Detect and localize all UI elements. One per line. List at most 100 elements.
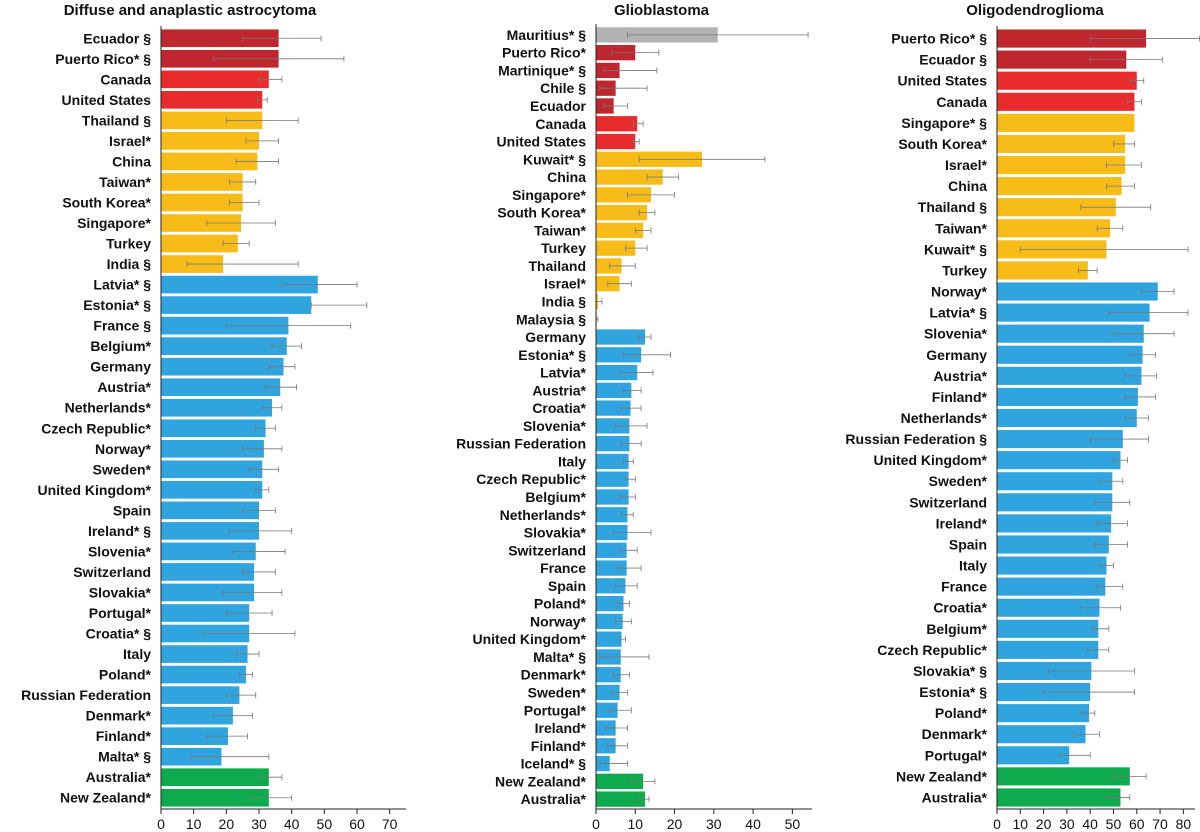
astrocytoma-bar (161, 91, 263, 109)
oligodendroglioma-bar (997, 430, 1123, 449)
glioblastoma-x-tick-label: 0 (592, 816, 600, 832)
glioblastoma-category-label: Estonia* § (518, 347, 586, 363)
astrocytoma-category-label: Latvia* § (93, 277, 151, 293)
astrocytoma-category-label: Finland* (96, 728, 152, 744)
astrocytoma-panel: Diffuse and anaplastic astrocytoma Ecuad… (21, 2, 406, 832)
oligodendroglioma-panel: Oligodendroglioma Puerto Rico* § Ecuador … (845, 2, 1200, 832)
oligodendroglioma-category-label: United Kingdom* (873, 452, 987, 468)
astrocytoma-bar (161, 481, 263, 499)
oligodendroglioma-category-label: Portugal* (925, 747, 988, 763)
oligodendroglioma-bar (997, 556, 1107, 575)
glioblastoma-x-tick-label: 40 (745, 816, 761, 832)
astrocytoma-bar (161, 563, 255, 581)
oligodendroglioma-category-label: Slovenia* (924, 326, 988, 342)
astrocytoma-x-tick-label: 40 (284, 816, 300, 832)
glioblastoma-x-tick-label: 20 (667, 816, 683, 832)
oligodendroglioma-x-tick-label: 50 (1106, 816, 1122, 832)
astrocytoma-category-label: Taiwan* (99, 174, 151, 190)
oligodendroglioma-bar (997, 71, 1137, 90)
astrocytoma-bar (161, 665, 246, 684)
glioblastoma-bar (596, 453, 629, 470)
glioblastoma-category-label: Portugal* (524, 702, 587, 718)
glioblastoma-bar (596, 418, 630, 434)
astrocytoma-category-label: Spain (113, 502, 151, 518)
astrocytoma-category-label: Slovakia* (89, 584, 152, 600)
oligodendroglioma-x-tick-label: 70 (1152, 816, 1168, 832)
astrocytoma-bar (161, 70, 269, 89)
glioblastoma-bar (596, 560, 627, 576)
astrocytoma-bar (161, 686, 240, 704)
glioblastoma-bar (596, 400, 631, 416)
glioblastoma-category-label: Turkey (541, 240, 586, 256)
oligodendroglioma-category-label: Norway* (931, 284, 988, 300)
oligodendroglioma-category-label: New Zealand* (896, 768, 988, 784)
oligodendroglioma-bar (997, 198, 1116, 217)
glioblastoma-bar (596, 738, 616, 754)
astrocytoma-category-label: Thailand § (82, 112, 151, 128)
glioblastoma-category-label: Taiwan* (534, 222, 586, 238)
oligodendroglioma-bar (997, 219, 1110, 238)
astrocytoma-bar (161, 788, 269, 807)
oligodendroglioma-bar (997, 704, 1090, 723)
glioblastoma-bar (596, 240, 636, 256)
oligodendroglioma-bar (997, 493, 1113, 512)
glioblastoma-title: Glioblastoma (614, 2, 710, 19)
glioblastoma-bar (596, 133, 636, 150)
oligodendroglioma-x-tick-label: 80 (1176, 816, 1192, 832)
glioblastoma-category-label: South Korea* (497, 205, 586, 221)
glioblastoma-bar (596, 542, 627, 558)
astrocytoma-bar (161, 460, 263, 479)
glioblastoma-bar (596, 116, 638, 132)
astrocytoma-category-label: Ecuador § (83, 30, 151, 46)
oligodendroglioma-category-label: Israel* (945, 157, 988, 173)
oligodendroglioma-category-label: Sweden* (929, 473, 988, 489)
glioblastoma-category-label: Malta* § (533, 649, 586, 665)
glioblastoma-bar (596, 471, 629, 487)
astrocytoma-bar (161, 152, 258, 171)
oligodendroglioma-category-label: United States (898, 73, 988, 89)
glioblastoma-category-label: Austria* (532, 382, 586, 398)
glioblastoma-category-label: Czech Republic* (476, 471, 586, 487)
oligodendroglioma-bar (997, 535, 1109, 554)
astrocytoma-category-label: Singapore* (77, 215, 151, 231)
glioblastoma-bar (596, 222, 644, 239)
oligodendroglioma-category-label: Denmark* (922, 726, 988, 742)
oligodendroglioma-bar (997, 451, 1121, 470)
glioblastoma-category-label: Spain (548, 578, 586, 594)
oligodendroglioma-bar (997, 50, 1127, 69)
oligodendroglioma-bar (997, 113, 1135, 132)
astrocytoma-category-label: South Korea* (62, 194, 151, 210)
glioblastoma-category-label: Sweden* (528, 684, 587, 700)
astrocytoma-bar (161, 542, 256, 561)
astrocytoma-category-label: Estonia* § (83, 297, 151, 313)
oligodendroglioma-bar (997, 640, 1099, 659)
oligodendroglioma-bar (997, 177, 1122, 196)
astrocytoma-x-tick-label: 70 (382, 816, 398, 832)
glioblastoma-bar (596, 489, 629, 505)
oligodendroglioma-bar (997, 366, 1142, 385)
oligodendroglioma-category-label: Spain (949, 536, 987, 552)
oligodendroglioma-category-label: Germany (926, 347, 987, 363)
glioblastoma-bar (596, 329, 646, 345)
astrocytoma-bar (161, 501, 259, 520)
oligodendroglioma-category-label: Belgium* (926, 621, 987, 637)
glioblastoma-category-label: Switzerland (508, 542, 586, 558)
glioblastoma-category-label: United Kingdom* (472, 631, 586, 647)
astrocytoma-category-label: Poland* (99, 667, 152, 683)
glioblastoma-category-label: Belgium* (525, 489, 586, 505)
astrocytoma-category-label: Belgium* (90, 338, 151, 354)
oligodendroglioma-bar (997, 345, 1143, 364)
glioblastoma-category-label: India § (542, 293, 587, 309)
glioblastoma-bar (596, 258, 622, 274)
astrocytoma-category-label: Puerto Rico* § (55, 51, 151, 67)
astrocytoma-category-label: United Kingdom* (37, 482, 151, 498)
astrocytoma-category-label: Denmark* (86, 708, 152, 724)
astrocytoma-bar (161, 378, 281, 397)
oligodendroglioma-bar (997, 261, 1088, 280)
glioblastoma-category-label: Puerto Rico* (502, 45, 587, 61)
oligodendroglioma-bar (997, 577, 1106, 596)
oligodendroglioma-bar (997, 92, 1135, 111)
astrocytoma-bar (161, 296, 312, 314)
oligodendroglioma-category-label: Finland* (932, 389, 988, 405)
oligodendroglioma-category-label: South Korea* (898, 136, 987, 152)
